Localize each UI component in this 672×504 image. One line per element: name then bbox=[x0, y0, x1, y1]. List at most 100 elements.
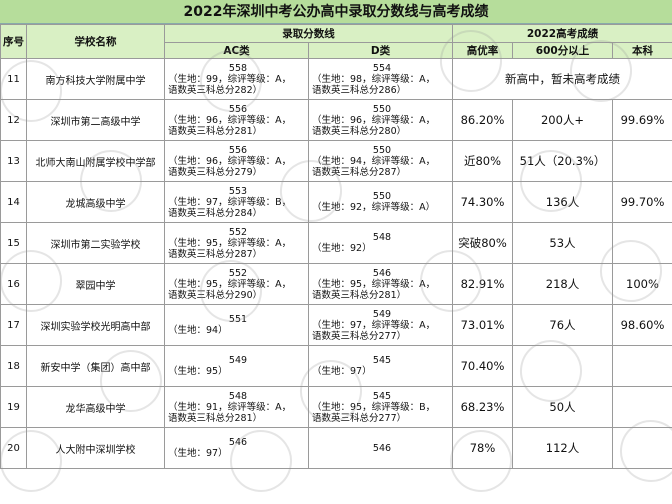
table-title: 2022年深圳中考公办高中录取分数线与高考成绩 bbox=[0, 0, 672, 24]
school-name: 龙城高级中学 bbox=[27, 182, 165, 223]
d-score: 545 bbox=[312, 355, 452, 366]
header-d: D类 bbox=[309, 43, 453, 59]
header-excellence: 高优率 bbox=[453, 43, 513, 59]
school-name: 龙华高级中学 bbox=[27, 387, 165, 428]
above-600-count: 112人 bbox=[513, 428, 613, 469]
excellence-rate: 70.40% bbox=[453, 346, 513, 387]
above-600-count: 200人+ bbox=[513, 100, 613, 141]
above-600-count: 136人 bbox=[513, 182, 613, 223]
d-score-cell: 549（生地：97，综评等级：A，语数英三科总分277） bbox=[309, 305, 453, 346]
ac-score: 548 bbox=[168, 391, 308, 402]
d-score-cell: 550（生地：96，综评等级：A，语数英三科总分280） bbox=[309, 100, 453, 141]
ac-score: 546 bbox=[168, 437, 308, 448]
ac-detail-line1: （生地：95） bbox=[168, 366, 308, 377]
header-gaokao-group: 2022高考成绩 bbox=[453, 25, 672, 43]
ac-detail-line1: （生地：96，综评等级：A， bbox=[168, 156, 308, 167]
d-score-cell: 545（生地：95，综评等级：B，语数英三科总分277） bbox=[309, 387, 453, 428]
school-name: 深圳市第二实验学校 bbox=[27, 223, 165, 264]
ac-score-cell: 552（生地：95，综评等级：A，语数英三科总分287） bbox=[165, 223, 309, 264]
above-600-count: 53人 bbox=[513, 223, 613, 264]
header-school: 学校名称 bbox=[27, 25, 165, 59]
d-detail-line1: （生地：95，综评等级：B， bbox=[312, 402, 452, 413]
ac-detail-line2: 语数英三科总分279） bbox=[168, 167, 308, 178]
ac-score: 556 bbox=[168, 104, 308, 115]
ac-score-cell: 556（生地：96，综评等级：A，语数英三科总分281） bbox=[165, 100, 309, 141]
school-name: 人大附中深圳学校 bbox=[27, 428, 165, 469]
ac-detail-line2: 语数英三科总分284） bbox=[168, 208, 308, 219]
d-score: 546 bbox=[312, 268, 452, 279]
header-undergrad: 本科 bbox=[613, 43, 672, 59]
ac-score: 552 bbox=[168, 268, 308, 279]
ac-score: 552 bbox=[168, 227, 308, 238]
ac-detail-line2: 语数英三科总分287） bbox=[168, 249, 308, 260]
row-id: 20 bbox=[1, 428, 27, 469]
undergrad-rate bbox=[613, 428, 672, 469]
excellence-rate: 78% bbox=[453, 428, 513, 469]
ac-score-cell: 546（生地：97） bbox=[165, 428, 309, 469]
above-600-count: 76人 bbox=[513, 305, 613, 346]
ac-score-cell: 552（生地：95，综评等级：A，语数英三科总分290） bbox=[165, 264, 309, 305]
d-detail-line1: （生地：98，综评等级：A， bbox=[312, 74, 452, 85]
d-detail-line1: （生地：95，综评等级：A， bbox=[312, 279, 452, 290]
d-detail-line2: 语数英三科总分277） bbox=[312, 413, 452, 424]
d-score-cell: 545（生地：97） bbox=[309, 346, 453, 387]
d-score: 550 bbox=[312, 191, 452, 202]
d-detail-line2: 语数英三科总分281） bbox=[312, 290, 452, 301]
d-detail-line1: （生地：96，综评等级：A， bbox=[312, 115, 452, 126]
row-id: 15 bbox=[1, 223, 27, 264]
ac-score-cell: 549（生地：95） bbox=[165, 346, 309, 387]
school-name: 深圳实验学校光明高中部 bbox=[27, 305, 165, 346]
d-score-cell: 546 bbox=[309, 428, 453, 469]
excellence-rate: 82.91% bbox=[453, 264, 513, 305]
row-id: 19 bbox=[1, 387, 27, 428]
ac-score: 551 bbox=[168, 314, 308, 325]
ac-score-cell: 548（生地：91，综评等级：A，语数英三科总分281） bbox=[165, 387, 309, 428]
d-detail-line1: （生地：97） bbox=[312, 366, 452, 377]
undergrad-rate bbox=[613, 223, 672, 264]
above-600-count bbox=[513, 346, 613, 387]
school-name: 北师大南山附属学校中学部 bbox=[27, 141, 165, 182]
d-detail-line1: （生地：94，综评等级：A， bbox=[312, 156, 452, 167]
ac-score-cell: 553（生地：97，综评等级：B，语数英三科总分284） bbox=[165, 182, 309, 223]
row-id: 13 bbox=[1, 141, 27, 182]
ac-score-cell: 556（生地：96，综评等级：A，语数英三科总分279） bbox=[165, 141, 309, 182]
above-600-count: 50人 bbox=[513, 387, 613, 428]
school-name: 南方科技大学附属中学 bbox=[27, 59, 165, 100]
row-id: 18 bbox=[1, 346, 27, 387]
header-ac: AC类 bbox=[165, 43, 309, 59]
d-score: 548 bbox=[312, 232, 452, 243]
d-detail-line1: （生地：92） bbox=[312, 243, 452, 254]
d-detail-line1: （生地：97，综评等级：A， bbox=[312, 320, 452, 331]
d-score: 549 bbox=[312, 309, 452, 320]
d-score: 546 bbox=[312, 443, 452, 454]
ac-detail-line1: （生地：96，综评等级：A， bbox=[168, 115, 308, 126]
ac-score: 549 bbox=[168, 355, 308, 366]
d-detail-line2: 语数英三科总分286） bbox=[312, 85, 452, 96]
admission-table: 序号 学校名称 录取分数线 2022高考成绩 AC类 D类 高优率 600分以上… bbox=[0, 24, 672, 469]
d-detail-line2: 语数英三科总分287） bbox=[312, 167, 452, 178]
ac-detail-line1: （生地：99，综评等级：A， bbox=[168, 74, 308, 85]
ac-detail-line1: （生地：94） bbox=[168, 325, 308, 336]
excellence-rate: 74.30% bbox=[453, 182, 513, 223]
above-600-count: 51人（20.3%） bbox=[513, 141, 613, 182]
excellence-rate: 73.01% bbox=[453, 305, 513, 346]
header-id: 序号 bbox=[1, 25, 27, 59]
ac-detail-line2: 语数英三科总分281） bbox=[168, 413, 308, 424]
ac-detail-line2: 语数英三科总分282） bbox=[168, 85, 308, 96]
d-score-cell: 550（生地：94，综评等级：A，语数英三科总分287） bbox=[309, 141, 453, 182]
school-name: 新安中学（集团）高中部 bbox=[27, 346, 165, 387]
undergrad-rate: 100% bbox=[613, 264, 672, 305]
ac-score-cell: 551（生地：94） bbox=[165, 305, 309, 346]
ac-detail-line1: （生地：97） bbox=[168, 448, 308, 459]
undergrad-rate bbox=[613, 141, 672, 182]
above-600-count: 218人 bbox=[513, 264, 613, 305]
d-score: 545 bbox=[312, 391, 452, 402]
ac-detail-line1: （生地：95，综评等级：A， bbox=[168, 279, 308, 290]
